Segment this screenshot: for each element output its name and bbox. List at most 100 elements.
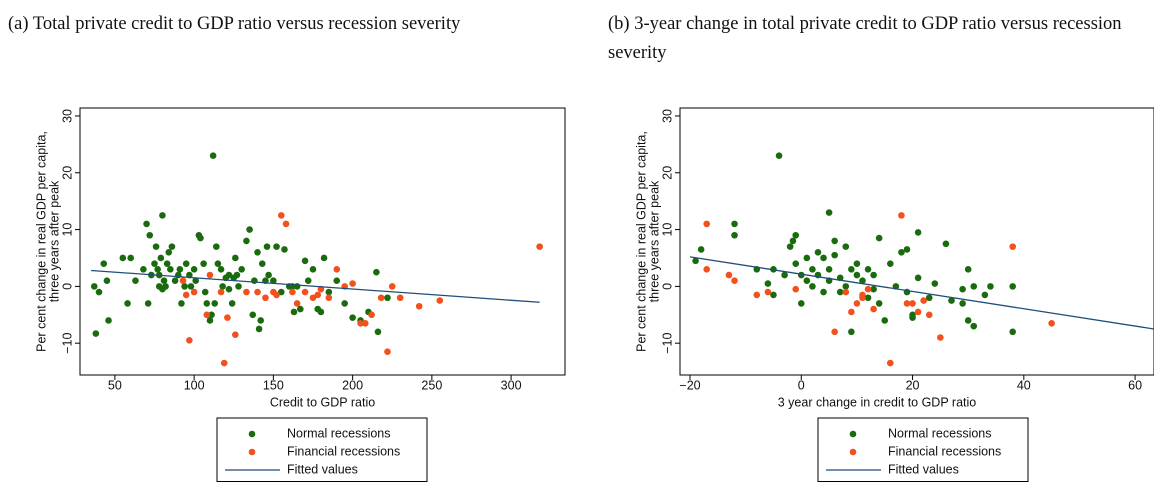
point xyxy=(920,297,927,304)
point xyxy=(208,311,215,319)
point xyxy=(764,280,772,287)
point xyxy=(864,285,872,293)
point xyxy=(289,288,296,296)
point xyxy=(182,260,190,267)
y-tick-label: 20 xyxy=(60,166,74,180)
point xyxy=(197,234,204,242)
point xyxy=(143,220,150,228)
point xyxy=(870,305,877,313)
point xyxy=(233,271,241,279)
point xyxy=(725,271,733,279)
point xyxy=(146,231,154,239)
point xyxy=(368,311,375,319)
point xyxy=(105,317,112,324)
fit-line xyxy=(689,256,1154,330)
point xyxy=(803,277,811,284)
point xyxy=(163,260,171,267)
point xyxy=(124,300,131,307)
point xyxy=(692,257,699,265)
plot-frame xyxy=(679,107,1154,376)
point xyxy=(373,268,380,276)
x-tick-label: 100 xyxy=(184,378,205,392)
point xyxy=(201,288,209,296)
point xyxy=(881,317,889,324)
point xyxy=(875,234,883,242)
point xyxy=(436,297,444,304)
point xyxy=(384,348,391,356)
point xyxy=(277,288,285,296)
point xyxy=(159,212,166,219)
point xyxy=(775,152,783,160)
panel-title: (b) 3-year change in total private credi… xyxy=(608,14,1122,63)
point xyxy=(942,240,950,248)
point xyxy=(119,254,127,262)
x-axis-label: 3 year change in credit to GDP ratio xyxy=(778,395,977,409)
point xyxy=(831,251,838,259)
point xyxy=(848,266,855,273)
point xyxy=(786,243,794,250)
point xyxy=(157,254,165,262)
y-tick-label: 20 xyxy=(660,166,674,180)
point xyxy=(848,328,855,336)
y-tick-label: 0 xyxy=(660,283,674,290)
y-axis-label: three years after peak xyxy=(647,180,661,302)
legend-label: Fitted values xyxy=(888,462,959,476)
point xyxy=(151,260,158,267)
point xyxy=(875,300,883,307)
point xyxy=(258,260,266,267)
point xyxy=(160,277,168,284)
point xyxy=(317,308,325,316)
point xyxy=(789,237,797,245)
point xyxy=(179,277,187,284)
point xyxy=(377,294,385,302)
point xyxy=(167,266,174,273)
point xyxy=(349,280,356,287)
y-tick-label: 0 xyxy=(60,283,74,290)
y-axis-label: Per cent change in real GDP per capita, xyxy=(34,131,48,352)
point xyxy=(792,231,800,239)
point xyxy=(731,277,738,284)
y-axis-label: three years after peak xyxy=(47,180,61,302)
point xyxy=(206,317,214,324)
point xyxy=(1009,243,1016,250)
point xyxy=(914,274,922,282)
point xyxy=(803,254,811,262)
point xyxy=(192,277,200,284)
point xyxy=(90,283,98,290)
point xyxy=(211,300,219,307)
point xyxy=(825,209,833,216)
point xyxy=(293,300,301,307)
point xyxy=(909,300,916,307)
point xyxy=(232,331,239,338)
point xyxy=(914,308,922,316)
point xyxy=(792,260,800,267)
point xyxy=(214,260,222,267)
point xyxy=(361,320,369,327)
point xyxy=(297,305,304,313)
point xyxy=(281,246,288,253)
point xyxy=(886,260,894,267)
point xyxy=(103,277,111,284)
x-tick-label: 200 xyxy=(342,378,363,392)
point xyxy=(220,359,228,367)
point xyxy=(238,266,245,273)
point xyxy=(842,283,850,290)
y-tick-label: 30 xyxy=(660,109,674,123)
point xyxy=(388,283,396,290)
point xyxy=(255,325,263,333)
point xyxy=(246,226,253,233)
point xyxy=(357,320,364,327)
point xyxy=(320,254,328,262)
point xyxy=(903,300,911,307)
point xyxy=(349,314,356,321)
point xyxy=(225,285,233,293)
point xyxy=(213,243,220,250)
x-tick-label: 150 xyxy=(263,378,284,392)
x-tick-label: 60 xyxy=(1128,378,1142,392)
x-tick-label: 50 xyxy=(108,378,122,392)
point xyxy=(703,220,711,228)
point xyxy=(176,266,184,273)
point xyxy=(127,254,135,262)
